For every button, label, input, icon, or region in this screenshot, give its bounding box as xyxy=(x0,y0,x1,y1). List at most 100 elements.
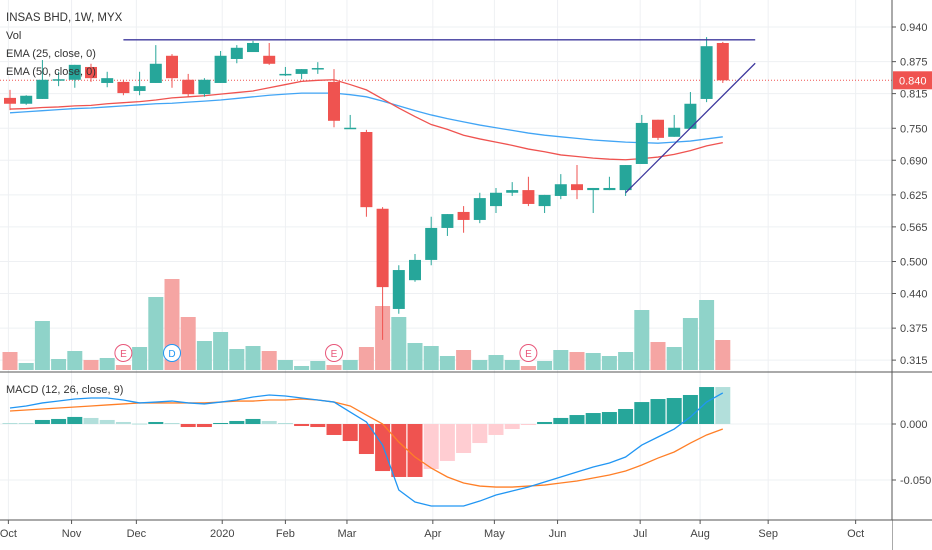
macd-histogram-bar xyxy=(391,424,407,477)
marker-circle xyxy=(114,344,133,362)
volume-legend[interactable]: Vol xyxy=(6,30,22,42)
macd-histogram-bar xyxy=(148,421,164,424)
candle xyxy=(635,114,648,164)
candle xyxy=(392,265,405,314)
candle xyxy=(716,41,729,83)
candle xyxy=(117,79,130,96)
candle-body xyxy=(360,132,373,208)
volume-bar xyxy=(666,347,682,370)
candle xyxy=(538,194,551,214)
earnings-marker[interactable]: E xyxy=(114,344,133,362)
time-tick-label: Apr xyxy=(424,528,441,540)
volume-bar xyxy=(277,360,293,370)
candle xyxy=(619,165,632,196)
candle xyxy=(4,89,16,111)
macd-tick-label: 0.000 xyxy=(900,419,928,431)
volume-bar xyxy=(585,353,601,370)
macd-histogram-bar xyxy=(634,402,650,424)
candle-body xyxy=(392,270,405,309)
time-tick-label: Aug xyxy=(690,528,710,540)
macd-histogram-bar xyxy=(472,424,488,444)
marker-label: E xyxy=(120,349,127,360)
macd-histogram-bar xyxy=(650,399,666,424)
volume-bar xyxy=(569,352,585,370)
candle xyxy=(311,62,324,74)
volume-bar xyxy=(132,347,148,370)
volume-bar xyxy=(51,359,67,370)
macd-histogram-bar xyxy=(326,424,342,435)
candle xyxy=(409,254,421,282)
candle-body xyxy=(457,211,470,220)
candle-body xyxy=(247,42,259,53)
macd-histogram-bar xyxy=(585,413,601,424)
candle xyxy=(360,129,373,217)
volume-bar xyxy=(18,363,34,370)
price-tick-label: 0.625 xyxy=(900,190,928,202)
candle-body xyxy=(441,214,454,228)
macd-signal-line xyxy=(9,398,724,488)
candle xyxy=(571,165,583,200)
volume-bar xyxy=(67,351,83,370)
volume-bar xyxy=(261,351,277,370)
macd-histogram-bar xyxy=(2,422,18,424)
macd-histogram-bar xyxy=(375,424,391,472)
candle xyxy=(230,45,243,64)
volume-bar xyxy=(553,350,569,370)
ema25-legend[interactable]: EMA (25, close, 0) xyxy=(6,48,96,60)
candle xyxy=(684,92,697,129)
price-tick-label: 0.875 xyxy=(900,57,928,69)
candle xyxy=(376,207,389,340)
macd-histogram-bar xyxy=(439,424,455,461)
volume-bar xyxy=(196,341,212,370)
candle-body xyxy=(133,86,146,91)
candle xyxy=(441,214,454,236)
volume-bar xyxy=(488,355,504,370)
candle-body xyxy=(328,81,340,121)
volume-bar xyxy=(294,366,310,370)
candle-body xyxy=(554,184,567,196)
price-tick-label: 0.315 xyxy=(900,355,928,367)
candle-body xyxy=(344,127,357,130)
candle-body xyxy=(52,79,65,81)
candle-body xyxy=(716,42,729,81)
volume-bar xyxy=(504,360,520,370)
candle-body xyxy=(473,198,486,220)
ema50-legend[interactable]: EMA (50, close, 0) xyxy=(6,66,96,78)
candle xyxy=(425,216,438,266)
price-tick-label: 0.815 xyxy=(900,89,928,101)
price-tick-label: 0.940 xyxy=(900,22,928,34)
volume-bar xyxy=(634,310,650,370)
symbol-title[interactable]: INSAS BHD, 1W, MYX xyxy=(6,12,123,24)
price-tick-label: 0.375 xyxy=(900,323,928,335)
macd-histogram-bar xyxy=(520,424,536,426)
volume-bar xyxy=(715,340,731,370)
earnings-marker[interactable]: E xyxy=(325,344,343,362)
candle xyxy=(133,71,146,96)
macd-legend[interactable]: MACD (12, 26, close, 9) xyxy=(6,384,124,396)
candle-body xyxy=(85,66,97,79)
candle xyxy=(522,176,535,207)
macd-histogram-bar xyxy=(601,412,617,424)
marker-label: E xyxy=(525,349,532,360)
macd-line xyxy=(9,392,724,507)
candle-body xyxy=(538,194,551,207)
candle-body xyxy=(149,63,162,83)
volume-bar xyxy=(34,321,50,370)
volume-bar xyxy=(456,350,472,370)
candle-body xyxy=(603,187,616,191)
candle xyxy=(295,69,308,80)
macd-histogram-bar xyxy=(34,419,50,424)
candle xyxy=(700,37,713,103)
time-tick-label: Sep xyxy=(758,528,778,540)
time-tick-label: Dec xyxy=(127,528,147,540)
dividend-marker[interactable]: D xyxy=(163,344,181,362)
candle xyxy=(668,114,681,137)
price-tick-label: 0.750 xyxy=(900,123,928,135)
candle-body xyxy=(635,122,648,164)
marker-circle xyxy=(163,344,181,362)
macd-histogram-bar xyxy=(51,418,67,424)
earnings-marker[interactable]: E xyxy=(519,344,538,362)
candle xyxy=(166,54,178,88)
